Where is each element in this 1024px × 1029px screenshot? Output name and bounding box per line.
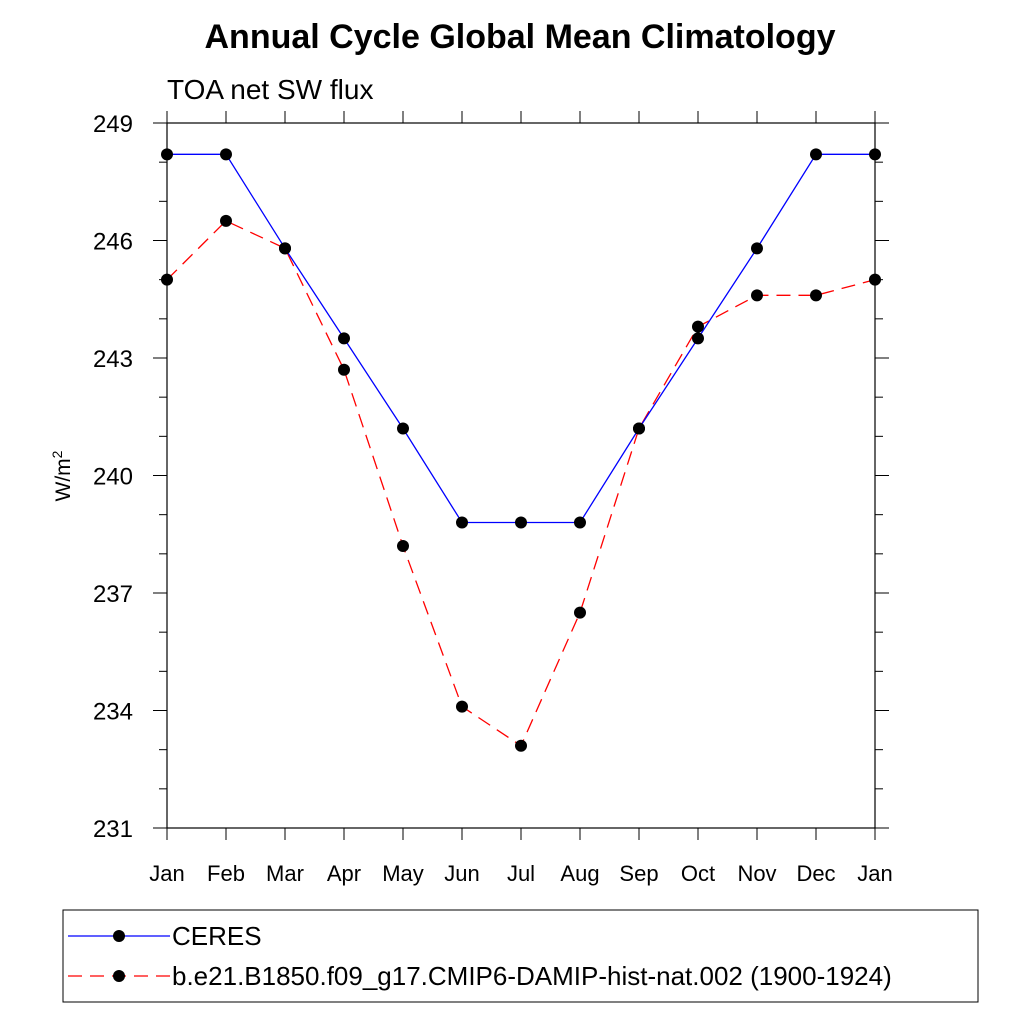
y-axis-label: W/m2 <box>49 450 75 501</box>
data-point-model <box>397 540 409 552</box>
axis-ticks <box>153 111 889 840</box>
data-point-model <box>692 320 704 333</box>
x-tick-label: Sep <box>619 861 658 886</box>
data-point-model <box>456 700 468 713</box>
data-point-model <box>574 606 586 619</box>
data-point-model <box>161 273 173 286</box>
data-point-model <box>869 273 881 286</box>
x-tick-label: Apr <box>327 861 361 886</box>
y-tick-label: 234 <box>93 699 133 726</box>
y-tick-label: 246 <box>93 229 133 256</box>
data-point-model <box>338 363 350 376</box>
legend-marker-ceres <box>113 930 125 942</box>
x-tick-label: Nov <box>737 861 776 886</box>
y-tick-label: 243 <box>93 346 133 373</box>
legend-label-ceres: CERES <box>172 921 262 951</box>
data-point-ceres <box>161 148 173 161</box>
data-point-ceres <box>810 148 822 161</box>
data-point-ceres <box>515 516 527 529</box>
x-tick-label: Jun <box>444 861 479 886</box>
x-tick-label: Mar <box>266 861 304 886</box>
series-line-ceres <box>167 153 875 524</box>
legend-marker-model <box>113 970 125 982</box>
data-point-ceres <box>220 148 232 161</box>
data-point-ceres <box>574 516 586 529</box>
x-tick-label: Dec <box>796 861 835 886</box>
y-tick-label: 249 <box>93 111 133 138</box>
y-tick-label: 240 <box>93 464 133 491</box>
data-point-ceres <box>869 148 881 161</box>
y-tick-label: 237 <box>93 581 133 608</box>
data-point-ceres <box>456 516 468 529</box>
legend-box <box>62 909 979 1003</box>
data-point-model <box>810 289 822 302</box>
series-line-model <box>166 220 876 747</box>
data-point-ceres <box>338 332 350 345</box>
y-tick-label: 231 <box>93 816 133 843</box>
x-tick-label: Aug <box>560 861 599 886</box>
data-point-ceres <box>279 242 291 255</box>
x-tick-label: Jan <box>857 861 892 886</box>
data-point-ceres <box>692 332 704 345</box>
x-tick-label: Feb <box>207 861 245 886</box>
x-tick-label: Jan <box>149 861 184 886</box>
legend-entry-ceres: CERES <box>68 921 262 951</box>
x-tick-label: Jul <box>507 861 535 886</box>
legend-label-model: b.e21.B1850.f09_g17.CMIP6-DAMIP-hist-nat… <box>172 961 892 991</box>
chart-title: Annual Cycle Global Mean Climatology <box>205 18 836 56</box>
series-group <box>161 148 881 752</box>
data-point-ceres <box>633 422 645 435</box>
legend-entry-model: b.e21.B1850.f09_g17.CMIP6-DAMIP-hist-nat… <box>68 961 892 991</box>
data-point-model <box>515 739 527 752</box>
data-point-ceres <box>751 242 763 255</box>
data-point-model <box>220 214 232 227</box>
data-point-model <box>751 289 763 302</box>
chart-subtitle: TOA net SW flux <box>167 74 373 105</box>
data-point-ceres <box>397 422 409 435</box>
x-tick-label: Oct <box>681 861 715 886</box>
x-tick-labels: Jan Feb Mar Apr May Jun Jul Aug Sep Oct Nov Dec Jan <box>149 861 892 886</box>
x-tick-label: May <box>382 861 424 886</box>
y-tick-labels: 231 234 237 240 243 246 249 <box>93 111 133 843</box>
